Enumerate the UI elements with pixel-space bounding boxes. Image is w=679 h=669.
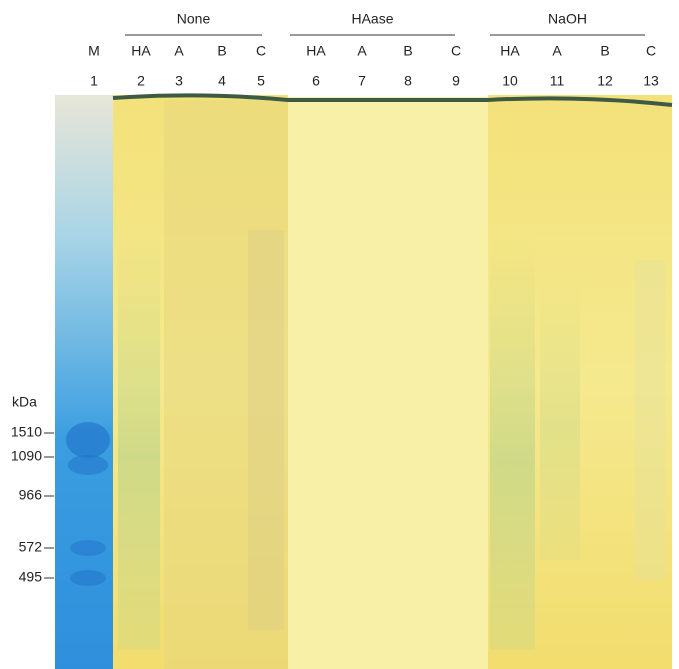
- lane-number: 8: [404, 73, 412, 89]
- gel: [55, 93, 673, 669]
- marker-size: 495: [19, 569, 43, 585]
- lane-sample: M: [88, 43, 100, 59]
- lane-number: 5: [257, 73, 265, 89]
- marker-unit: kDa: [12, 394, 37, 410]
- marker-size: 966: [19, 487, 43, 503]
- lane-sample: HA: [500, 43, 520, 59]
- lane-number: 2: [137, 73, 145, 89]
- lane-number: 13: [643, 73, 659, 89]
- lane-sample: C: [646, 43, 656, 59]
- lane-number: 9: [452, 73, 460, 89]
- lane-number: 10: [502, 73, 518, 89]
- lane-sample: A: [357, 43, 367, 59]
- marker-size: 572: [19, 539, 43, 555]
- lane-number: 3: [175, 73, 183, 89]
- group-label: None: [177, 11, 211, 27]
- lane-sample: B: [217, 43, 226, 59]
- lane-sample: C: [451, 43, 461, 59]
- lane-sample: B: [600, 43, 609, 59]
- lane-sample: C: [256, 43, 266, 59]
- lane-number: 4: [218, 73, 226, 89]
- lane-sample: HA: [306, 43, 326, 59]
- lane-sample: A: [174, 43, 184, 59]
- lane-number: 11: [550, 73, 565, 89]
- lane-number: 1: [90, 73, 98, 89]
- lane-number: 6: [312, 73, 320, 89]
- lane-number: 12: [597, 73, 613, 89]
- lane-sample: B: [403, 43, 412, 59]
- group-label: HAase: [351, 11, 393, 27]
- marker-size: 1090: [11, 448, 42, 464]
- marker-size: 1510: [11, 424, 42, 440]
- lane-sample: A: [552, 43, 562, 59]
- lane-sample: HA: [131, 43, 151, 59]
- group-label: NaOH: [548, 11, 587, 27]
- lane-number: 7: [358, 73, 366, 89]
